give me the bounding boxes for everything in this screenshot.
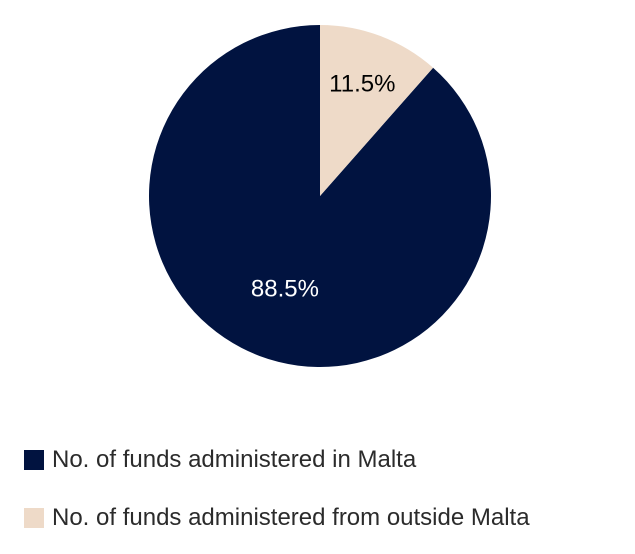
data-label-outside-malta: 11.5%	[329, 71, 395, 98]
legend: No. of funds administered in Malta No. o…	[24, 438, 530, 554]
pie-chart: 88.5% 11.5%	[149, 25, 492, 368]
legend-label-malta: No. of funds administered in Malta	[52, 446, 417, 473]
pie-data-labels: 88.5% 11.5%	[251, 71, 396, 303]
pie-slice-malta	[149, 25, 492, 368]
data-label-malta: 88.5%	[251, 275, 319, 302]
pie-slice-outside-malta	[320, 25, 434, 196]
legend-swatch-outside-malta	[24, 508, 44, 528]
legend-item-malta: No. of funds administered in Malta	[24, 438, 530, 482]
legend-item-outside-malta: No. of funds administered from outside M…	[24, 496, 530, 540]
legend-swatch-malta	[24, 450, 44, 470]
pie-slices	[149, 25, 492, 368]
legend-label-outside-malta: No. of funds administered from outside M…	[52, 504, 530, 531]
